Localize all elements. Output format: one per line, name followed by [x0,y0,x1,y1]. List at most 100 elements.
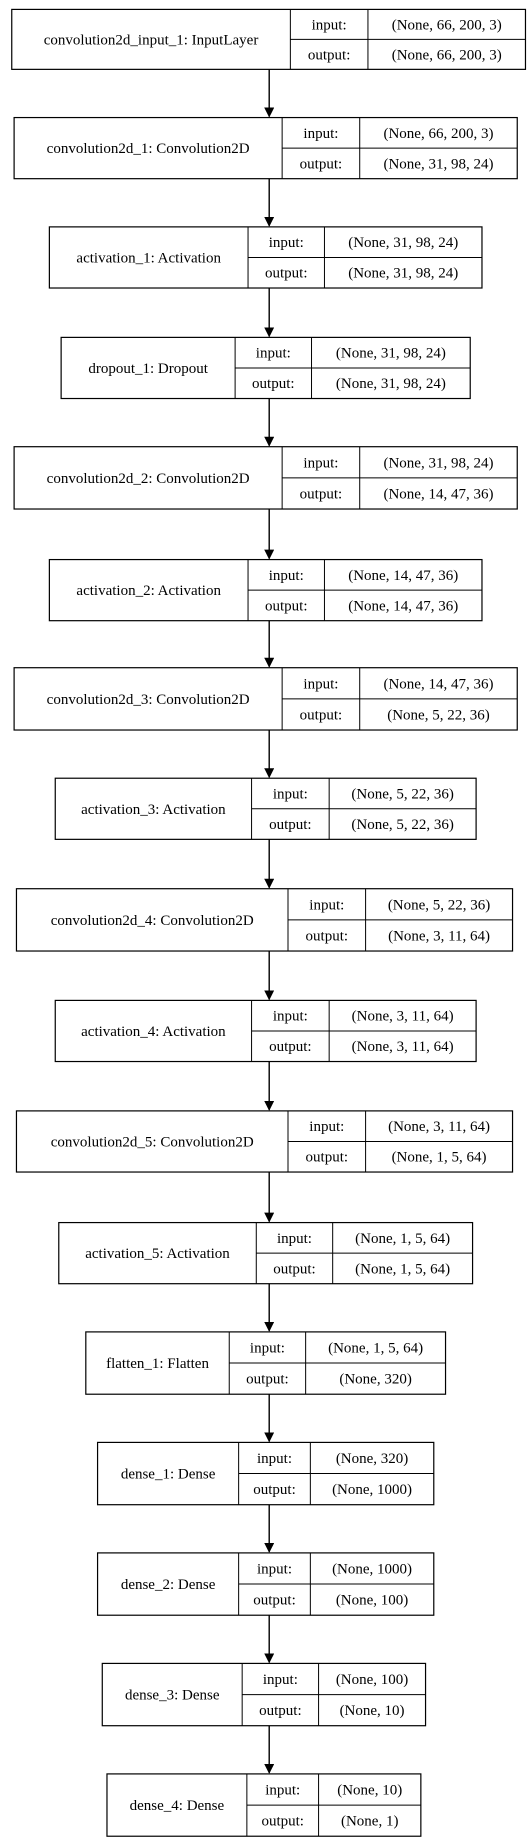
input-label: input: [273,787,308,803]
output-shape-value: (None, 14, 47, 36) [383,486,493,502]
layer-node: convolution2d_3: Convolution2D input: outp… [13,667,518,731]
input-label: input: [303,455,338,471]
output-shape-value: (None, 320) [339,1372,411,1388]
input-shape-value: (None, 100) [336,1672,408,1688]
output-shape-value: (None, 1, 5, 64) [355,1261,450,1277]
input-shape-value: (None, 66, 200, 3) [392,17,502,33]
input-label: input: [303,676,338,692]
input-label: input: [256,346,291,362]
layer-node: convolution2d_1: Convolution2D input: outp… [13,116,518,180]
input-shape-value: (None, 1, 5, 64) [328,1340,423,1356]
input-shape-value: (None, 31, 98, 24) [383,455,493,471]
layer-name-label: activation_4: Activation [81,1024,226,1040]
layer-name-label: dense_2: Dense [121,1577,216,1593]
input-label: input: [277,1231,312,1247]
output-shape-value: (None, 100) [336,1593,408,1609]
layer-name-label: dropout_1: Dropout [88,361,208,377]
input-shape-value: (None, 31, 98, 24) [336,346,446,362]
output-shape-value: (None, 1000) [332,1482,412,1498]
output-shape-value: (None, 10) [340,1703,405,1719]
output-label: output: [259,1703,302,1719]
input-shape-value: (None, 3, 11, 64) [352,1009,454,1025]
input-shape-value: (None, 14, 47, 36) [383,676,493,692]
output-label: output: [253,1482,296,1498]
output-label: output: [300,486,343,502]
layer-node: convolution2d_4: Convolution2D input: outp… [15,888,514,952]
input-label: input: [263,1672,298,1688]
input-label: input: [257,1561,292,1577]
layer-node: activation_1: Activation input: output: (No… [48,226,483,289]
output-shape-value: (None, 3, 11, 64) [388,928,490,944]
layer-node: dense_1: Dense input: output: (None, 320) (N… [96,1441,435,1506]
layer-node: activation_4: Activation input: output: (No… [54,999,477,1063]
input-shape-value: (None, 5, 22, 36) [388,897,490,913]
layer-name-label: activation_3: Activation [81,802,226,818]
layer-name-label: dense_4: Dense [130,1798,225,1814]
layer-name-label: activation_1: Activation [76,250,221,266]
output-shape-value: (None, 1, 5, 64) [392,1150,487,1166]
layer-node: activation_3: Activation input: output: (No… [54,777,477,840]
output-label: output: [269,817,312,833]
output-shape-value: (None, 31, 98, 24) [348,266,458,282]
output-label: output: [265,266,308,282]
layer-name-label: convolution2d_4: Convolution2D [51,913,254,929]
input-label: input: [257,1451,292,1467]
output-label: output: [269,1039,312,1055]
layer-name-label: activation_5: Activation [85,1246,230,1262]
output-shape-value: (None, 1) [341,1814,398,1830]
layer-name-label: convolution2d_5: Convolution2D [51,1134,254,1150]
output-label: output: [273,1261,316,1277]
input-shape-value: (None, 5, 22, 36) [351,787,453,803]
input-shape-value: (None, 1, 5, 64) [355,1231,450,1247]
output-shape-value: (None, 66, 200, 3) [392,47,502,63]
input-label: input: [309,1119,344,1135]
layer-name-label: dense_3: Dense [125,1688,220,1704]
layer-name-label: convolution2d_1: Convolution2D [47,141,250,157]
layer-node: dense_2: Dense input: output: (None, 1000) (… [96,1552,435,1616]
layer-name-label: dense_1: Dense [121,1467,216,1483]
input-shape-value: (None, 1000) [332,1561,412,1577]
layer-node: flatten_1: Flatten input: output: (None, 1,… [85,1331,447,1395]
output-label: output: [300,707,343,723]
output-label: output: [246,1372,289,1388]
output-label: output: [253,1593,296,1609]
output-shape-value: (None, 3, 11, 64) [352,1039,454,1055]
input-label: input: [265,1782,300,1798]
input-label: input: [312,17,347,33]
layer-node: convolution2d_5: Convolution2D input: outp… [15,1110,514,1173]
layer-name-label: convolution2d_2: Convolution2D [47,471,250,487]
output-label: output: [261,1814,304,1830]
output-label: output: [265,598,308,614]
input-label: input: [250,1340,285,1356]
output-label: output: [252,376,295,392]
layer-node: dropout_1: Dropout input: output: (None, 31… [60,336,471,400]
input-label: input: [269,235,304,251]
output-label: output: [306,928,349,944]
output-shape-value: (None, 5, 22, 36) [351,817,453,833]
output-shape-value: (None, 5, 22, 36) [387,707,489,723]
input-shape-value: (None, 66, 200, 3) [383,126,493,142]
input-shape-value: (None, 3, 11, 64) [388,1119,490,1135]
input-shape-value: (None, 10) [337,1782,402,1798]
output-label: output: [306,1150,349,1166]
layer-node: convolution2d_2: Convolution2D input: outp… [13,446,518,510]
layer-name-label: convolution2d_input_1: InputLayer [44,32,259,48]
input-label: input: [273,1009,308,1025]
input-label: input: [309,897,344,913]
input-shape-value: (None, 320) [336,1451,408,1467]
layer-name-label: convolution2d_3: Convolution2D [47,692,250,708]
output-shape-value: (None, 31, 98, 24) [383,156,493,172]
input-label: input: [303,126,338,142]
input-shape-value: (None, 31, 98, 24) [348,235,458,251]
input-shape-value: (None, 14, 47, 36) [348,568,458,584]
layer-node: activation_2: Activation input: output: (No… [48,558,483,622]
input-label: input: [269,568,304,584]
layer-node: dense_4: Dense input: output: (None, 10) (No… [106,1773,422,1837]
output-label: output: [300,156,343,172]
output-shape-value: (None, 31, 98, 24) [336,376,446,392]
output-shape-value: (None, 14, 47, 36) [348,598,458,614]
layer-node: dense_3: Dense input: output: (None, 100) (N… [101,1662,427,1727]
layer-node: activation_5: Activation input: output: (No… [58,1221,474,1285]
layer-name-label: flatten_1: Flatten [106,1356,209,1372]
